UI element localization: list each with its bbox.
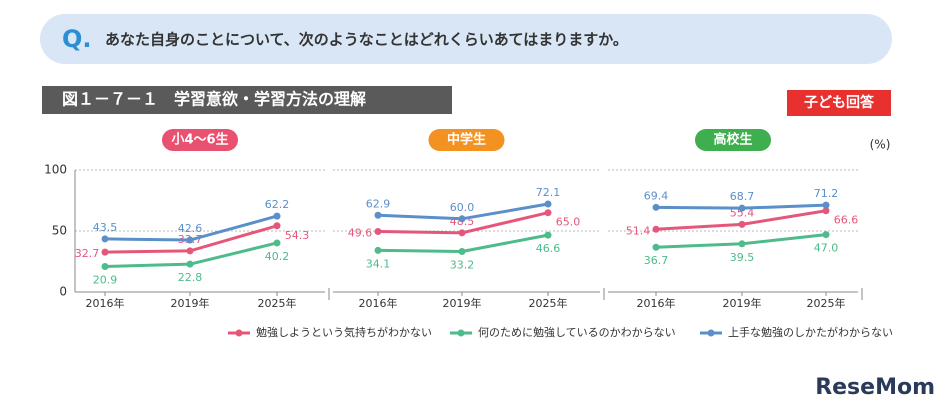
data-label: 55.4: [730, 206, 755, 219]
data-label: 43.5: [93, 221, 118, 234]
watermark: ReseMom: [815, 375, 935, 400]
data-point: [544, 231, 552, 239]
x-tick-label: 2016年: [637, 296, 676, 310]
data-point: [652, 243, 660, 251]
panel-label: 小4～6生: [171, 132, 228, 148]
data-label: 54.3: [285, 229, 310, 242]
data-point: [544, 200, 552, 208]
y-tick-label: 100: [44, 163, 67, 177]
data-label: 62.9: [366, 197, 391, 210]
data-label: 71.2: [814, 187, 839, 200]
data-point: [186, 247, 194, 255]
x-tick-label: 2019年: [171, 296, 210, 310]
data-label: 72.1: [536, 186, 561, 199]
data-point: [822, 231, 830, 239]
panel-label-bg: [695, 129, 771, 151]
x-tick-label: 2019年: [723, 296, 762, 310]
x-tick-label: 2025年: [529, 296, 568, 310]
legend-marker: [235, 329, 243, 337]
data-point: [738, 204, 746, 212]
data-point: [273, 212, 281, 220]
x-tick-label: 2019年: [443, 296, 482, 310]
y-tick-label: 0: [59, 285, 67, 299]
data-point: [738, 220, 746, 228]
data-label: 60.0: [450, 201, 475, 214]
panel-label-bg: [162, 129, 238, 151]
data-point: [374, 211, 382, 219]
data-label: 51.4: [626, 224, 651, 237]
data-label: 69.4: [644, 189, 669, 202]
question-banner: [40, 14, 892, 64]
data-point: [273, 239, 281, 247]
y-tick-label: 50: [52, 224, 67, 238]
data-label: 40.2: [265, 250, 290, 263]
figure-title-bg: [42, 86, 452, 114]
badge: 子ども回答: [804, 94, 875, 111]
data-point: [186, 260, 194, 268]
data-point: [822, 201, 830, 209]
data-label: 66.6: [834, 214, 859, 227]
legend-marker: [457, 329, 465, 337]
data-point: [101, 263, 109, 271]
unit: (%): [870, 138, 891, 152]
data-point: [458, 215, 466, 223]
data-point: [458, 229, 466, 237]
data-point: [822, 207, 830, 215]
x-tick-label: 2016年: [86, 296, 125, 310]
legend-marker: [707, 329, 715, 337]
data-label: 68.7: [730, 190, 755, 203]
data-label: 34.1: [366, 257, 391, 270]
badge-bg: [787, 90, 891, 116]
question-text: あなた自身のことについて、次のようなことはどれくらいあてはまりますか。: [105, 31, 628, 49]
data-point: [374, 246, 382, 254]
data-label: 47.0: [814, 242, 839, 255]
figure-title: 図１－７－１ 学習意欲・学習方法の理解: [62, 90, 366, 109]
panel-label: 高校生: [713, 132, 752, 148]
legend-label: 上手な勉強のしかたがわからない: [728, 325, 893, 339]
data-label: 36.7: [644, 254, 669, 267]
data-label: 62.2: [265, 198, 290, 211]
data-label: 49.6: [348, 226, 373, 239]
panel-label: 中学生: [447, 132, 486, 148]
data-point: [186, 236, 194, 244]
data-point: [374, 227, 382, 235]
data-point: [544, 209, 552, 217]
x-tick-label: 2025年: [258, 296, 297, 310]
data-label: 46.6: [536, 242, 561, 255]
data-point: [652, 225, 660, 233]
data-point: [738, 240, 746, 248]
data-label: 65.0: [556, 216, 581, 229]
data-point: [458, 247, 466, 255]
data-label: 32.7: [75, 247, 100, 260]
legend-label: 何のために勉強しているのかわからない: [478, 325, 676, 339]
x-tick-label: 2016年: [359, 296, 398, 310]
data-label: 22.8: [178, 271, 203, 284]
data-point: [652, 203, 660, 211]
question-mark: Q.: [62, 25, 92, 53]
panel-label-bg: [428, 129, 505, 151]
data-point: [273, 222, 281, 230]
data-point: [101, 235, 109, 243]
x-tick-label: 2025年: [807, 296, 846, 310]
data-label: 33.2: [450, 258, 475, 271]
legend-label: 勉強しようという気持ちがわかない: [256, 325, 432, 339]
data-label: 42.6: [178, 222, 203, 235]
data-point: [101, 248, 109, 256]
data-label: 39.5: [730, 251, 755, 264]
data-label: 20.9: [93, 274, 118, 287]
